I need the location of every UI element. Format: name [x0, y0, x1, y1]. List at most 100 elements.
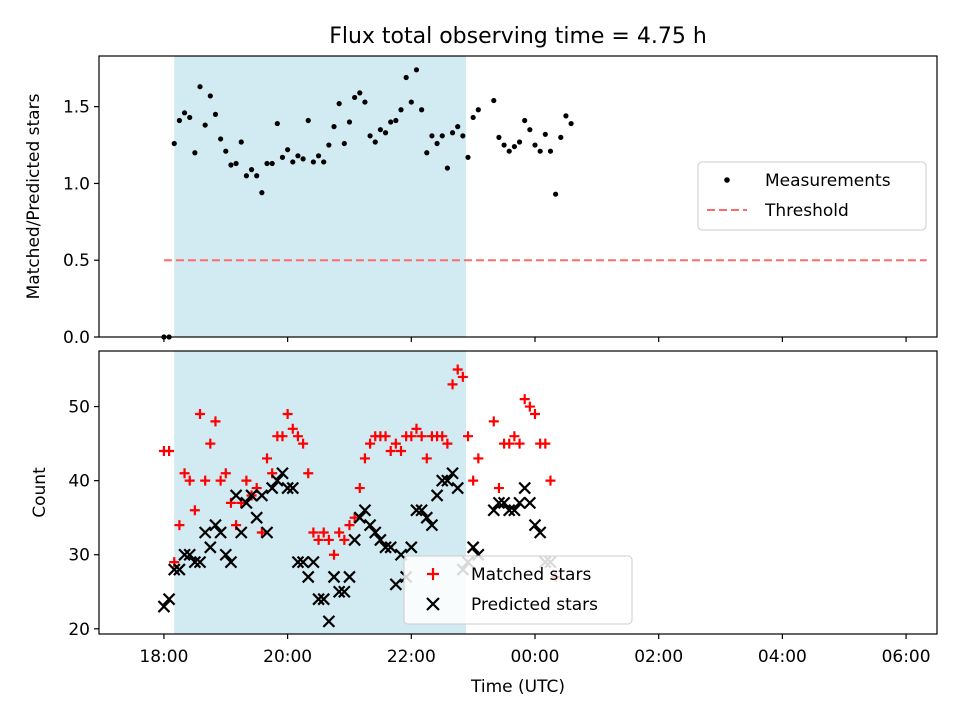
matched-star-marker: [452, 364, 463, 375]
matched-star-marker: [220, 468, 231, 479]
measurement-point: [269, 160, 275, 167]
matched-star-marker: [457, 371, 468, 382]
measurement-point: [398, 107, 404, 113]
predicted-star-marker: [523, 496, 537, 510]
legend-box: [697, 161, 927, 231]
measurement-point: [475, 107, 481, 113]
matched-star-marker: [184, 475, 195, 486]
matched-star-marker: [359, 453, 370, 464]
matched-star-marker: [468, 475, 479, 486]
top-x-ticks: [163, 337, 907, 342]
measurement-point: [346, 119, 353, 125]
matched-star-marker: [210, 416, 221, 427]
predicted-star-marker: [173, 563, 186, 576]
matched-star-marker: [329, 549, 340, 560]
x-tick-label: 06:00: [882, 647, 931, 667]
predicted-star-marker: [405, 541, 418, 554]
measurement-point: [522, 117, 528, 124]
matched-star-marker: [200, 475, 211, 486]
predicted-star-marker: [492, 496, 506, 510]
measurement-point: [352, 94, 358, 101]
measurement-point: [192, 150, 198, 156]
predicted-star-marker: [528, 518, 542, 532]
measurement-point: [537, 148, 543, 154]
measurement-point: [455, 124, 461, 130]
predicted-star-marker: [487, 504, 501, 517]
matched-star-marker: [437, 431, 448, 442]
predicted-star-marker: [250, 511, 263, 524]
matched-star-marker: [262, 453, 273, 464]
matched-star-marker: [303, 468, 314, 479]
x-tick-label: 04:00: [758, 647, 807, 667]
predicted-star-marker: [513, 496, 526, 510]
predicted-star-marker: [451, 481, 464, 495]
predicted-star-marker: [209, 518, 222, 532]
measurement-point: [310, 159, 316, 165]
top-legend: Measurements Threshold: [697, 161, 927, 231]
predicted-star-marker: [162, 592, 176, 606]
matched-star-marker: [380, 431, 391, 442]
matched-star-marker: [354, 483, 365, 494]
matched-star-marker: [463, 431, 474, 442]
predicted-star-marker: [296, 555, 310, 569]
matched-star-marker: [205, 438, 216, 449]
measurement-point: [547, 148, 554, 154]
predicted-star-marker: [214, 526, 227, 539]
measurement-point: [305, 117, 311, 124]
measurement-point: [429, 133, 435, 139]
matched-star-marker: [179, 468, 190, 479]
predicted-star-marker: [353, 511, 367, 524]
measurement-point: [408, 99, 414, 105]
predicted-star-marker: [255, 489, 269, 502]
measurement-point: [460, 133, 466, 139]
matched-star-marker: [282, 408, 293, 419]
matched-star-marker: [308, 527, 319, 538]
predicted-star-marker: [363, 518, 377, 532]
y-tick-label: 0.0: [63, 328, 90, 348]
measurement-point: [357, 90, 363, 96]
measurement-point: [470, 114, 476, 121]
measurement-point: [403, 74, 409, 81]
measurement-point: [496, 134, 502, 140]
predicted-star-marker: [435, 474, 449, 487]
y-tick-label: 0.5: [63, 251, 90, 271]
matched-star-marker: [292, 431, 303, 442]
matched-star-marker: [442, 438, 453, 449]
measurement-point: [223, 148, 229, 154]
measurement-point: [501, 142, 507, 148]
predicted-star-marker: [229, 489, 243, 502]
bottom-panel: 20 30 40 50 18:00 20:00 22:00 00:00 02:00 04:00 0…: [30, 350, 938, 697]
matched-star-marker: [256, 527, 267, 538]
top-shaded-interval: [174, 56, 466, 337]
measurement-point: [553, 191, 559, 197]
matched-star-marker: [545, 475, 556, 486]
predicted-star-marker: [276, 466, 289, 480]
measurement-point: [202, 122, 208, 128]
matched-star-marker: [298, 438, 309, 449]
legend-measurement-label: Measurements: [765, 171, 891, 191]
measurement-point: [491, 97, 497, 104]
matched-star-marker: [334, 527, 345, 538]
legend-matched-label: Matched stars: [471, 565, 591, 585]
legend-box: [403, 555, 633, 625]
measurement-point: [295, 153, 301, 159]
matched-star-marker: [519, 394, 530, 405]
predicted-star-marker: [327, 570, 341, 584]
matched-star-marker: [473, 453, 484, 464]
top-y-ticks: 0.0 0.5 1.0 1.5: [63, 98, 99, 348]
matched-star-marker: [396, 446, 407, 457]
top-marks: [161, 67, 927, 340]
measurement-point: [367, 133, 373, 139]
predicted-star-marker: [410, 504, 423, 517]
measurement-point: [393, 117, 399, 124]
measurement-point: [341, 140, 347, 147]
measurement-point: [212, 111, 219, 117]
measurement-point: [259, 190, 265, 196]
measurement-point: [228, 162, 234, 168]
legend-predicted-swatch: [426, 597, 440, 611]
matched-star-marker: [339, 534, 350, 545]
matched-star-marker: [241, 475, 252, 486]
predicted-star-marker: [260, 526, 274, 539]
matched-star-marker: [323, 534, 334, 545]
